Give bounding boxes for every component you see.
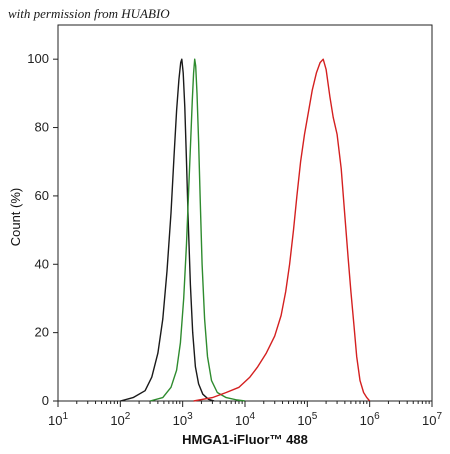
- x-axis-title: HMGA1-iFluor™ 488: [182, 432, 308, 447]
- x-tick-label: 102: [110, 411, 130, 428]
- watermark-text: with permission from HUABIO: [8, 6, 170, 21]
- y-tick-label: 100: [27, 51, 49, 66]
- x-tick-label: 101: [48, 411, 68, 428]
- y-tick-label: 80: [35, 120, 49, 135]
- x-tick-label: 106: [360, 411, 380, 428]
- y-tick-label: 60: [35, 188, 49, 203]
- x-tick-label: 103: [173, 411, 193, 428]
- series-layer: [120, 58, 371, 402]
- y-tick-label: 0: [42, 393, 49, 408]
- ticks-group: 0 20 40 60 80 100 101 102 103 104 105 106 107: [27, 51, 442, 428]
- x-tick-label: 105: [297, 411, 317, 428]
- series-line-3: [193, 58, 371, 402]
- axes-group: [57, 24, 433, 402]
- plot-frame: [57, 24, 433, 402]
- y-tick-label: 20: [35, 325, 49, 340]
- series-line-1: [120, 58, 215, 402]
- y-tick-label: 40: [35, 256, 49, 271]
- x-tick-label: 107: [422, 411, 442, 428]
- y-axis-title: Count (%): [8, 188, 23, 247]
- x-tick-label: 104: [235, 411, 255, 428]
- series-line-2: [149, 58, 246, 402]
